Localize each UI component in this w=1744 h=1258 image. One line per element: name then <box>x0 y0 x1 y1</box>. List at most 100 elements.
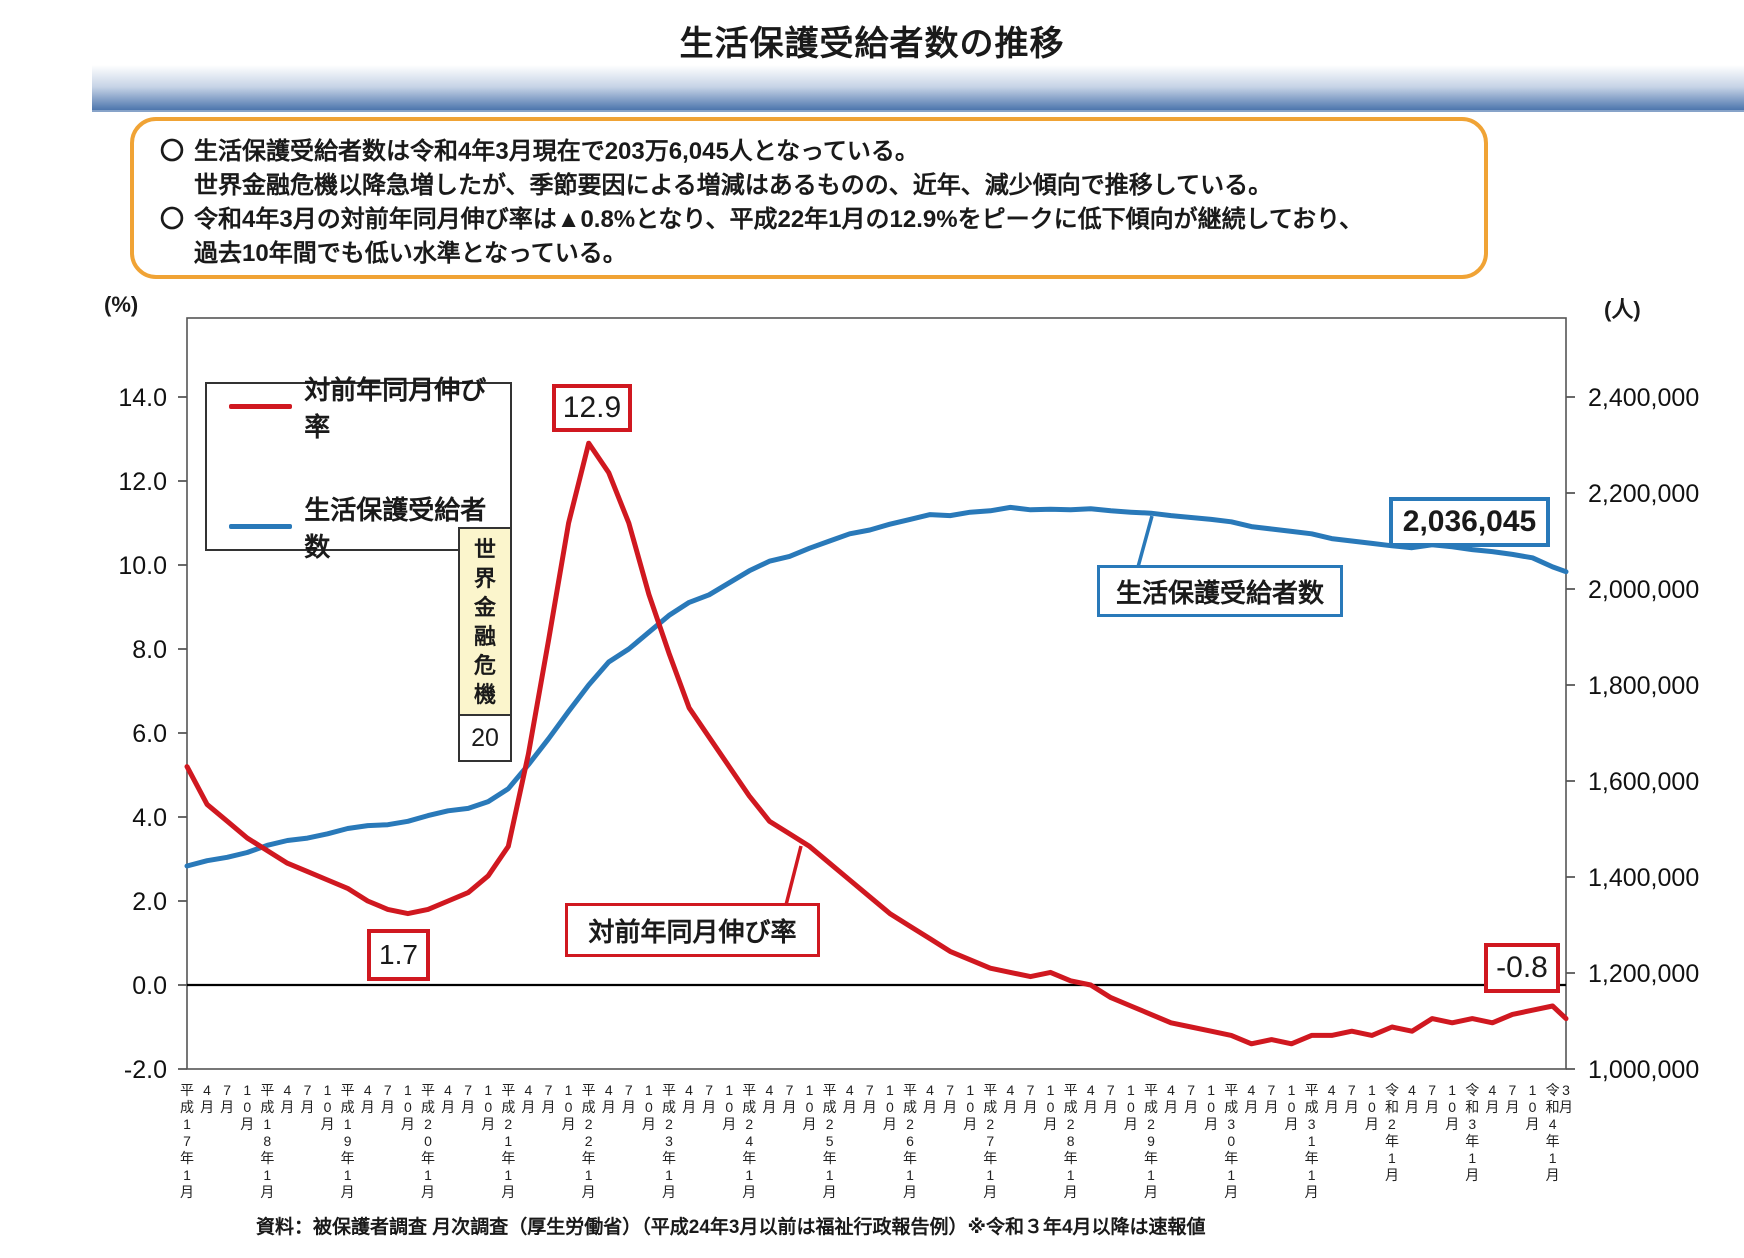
left-axis-tick-label: 6.0 <box>132 720 167 748</box>
summary-line: 令和4年3月の対前年同月伸び率は▲0.8%となり、平成22年1月の12.9%をピ… <box>194 206 1364 234</box>
right-axis-tick-label: 1,600,000 <box>1588 768 1699 796</box>
legend-item-rate: 対前年同月伸び率 <box>229 370 510 444</box>
legend-label: 対前年同月伸び率 <box>304 374 487 442</box>
recipients-line-swatch-icon <box>229 524 293 529</box>
summary-line: 過去10年間でも低い水準となっている。 <box>194 240 627 268</box>
left-axis-tick-label: 2.0 <box>132 888 167 916</box>
chart-legend: 対前年同月伸び率 生活保護受給者数 <box>205 375 512 562</box>
page-title: 生活保護受給者数の推移 <box>679 25 1065 63</box>
recipients-callout-line <box>1136 515 1154 568</box>
crisis-label-char: 機 <box>473 681 496 707</box>
recipients-series-callout: 生活保護受給者数 <box>1097 565 1343 617</box>
left-axis-tick-label: 8.0 <box>132 636 167 664</box>
summary-line: 生活保護受給者数は令和4年3月現在で203万6,045人となっている。 <box>194 138 919 165</box>
x-axis-label: 平成 2 0 年 1 月 <box>421 1082 435 1200</box>
x-axis-label: 平成 2 7 年 1 月 <box>983 1082 997 1200</box>
x-axis-label: 平成 1 8 年 1 月 <box>260 1082 274 1200</box>
x-axis-label: 平成 2 1 年 1 月 <box>501 1082 515 1200</box>
right-axis-tick-label: 1,800,000 <box>1588 672 1699 700</box>
summary-box: 〇 生活保護受給者数は令和4年3月現在で203万6,045人となっている。 世界… <box>130 117 1488 279</box>
x-axis-label: 平成 2 8 年 1 月 <box>1064 1082 1078 1200</box>
x-axis-label: 平成 1 7 年 1 月 <box>180 1082 194 1200</box>
x-axis-label: 平成 2 6 年 1 月 <box>903 1082 917 1200</box>
x-axis-label: 平成 2 9 年 1 月 <box>1144 1082 1158 1200</box>
right-axis-tick-label: 2,200,000 <box>1588 480 1699 508</box>
rate-series-callout: 対前年同月伸び率 <box>565 903 820 957</box>
crisis-label-char: 融 <box>473 623 496 649</box>
x-axis-label: 令和 4 年 1 月 <box>1546 1082 1560 1183</box>
chart-area: -2.0 0.0 2.0 4.0 6.0 8.0 10.0 12.0 14.0 1,000,000… <box>0 290 1744 1258</box>
crisis-label-char: 世 <box>473 536 496 562</box>
left-axis-tick-label: 4.0 <box>132 804 167 832</box>
summary-item: 〇 生活保護受給者数は令和4年3月現在で203万6,045人となっている。 世界… <box>160 135 1458 203</box>
rate-callout-line <box>784 845 803 906</box>
source-note: 資料：被保護者調査 月次調査（厚生労働省）（平成24年3月以前は福祉行政報告例）… <box>256 1217 1206 1238</box>
yoy-rate-line <box>184 440 1569 1047</box>
summary-line: 世界金融危機以降急増したが、季節要因による増減はあるものの、近年、減少傾向で推移… <box>194 172 1273 200</box>
x-axis-label: 令和 3 年 1 月 <box>1465 1082 1479 1183</box>
right-axis-tick-label: 1,200,000 <box>1588 960 1699 988</box>
summary-text: 令和4年3月の対前年同月伸び率は▲0.8%となり、平成22年1月の12.9%をピ… <box>194 203 1363 271</box>
line-chart-svg: -2.0 0.0 2.0 4.0 6.0 8.0 10.0 12.0 14.0 1,000,000… <box>118 317 1699 1200</box>
x-axis-label: 平成 1 9 年 1 月 <box>341 1082 355 1200</box>
crisis-label-char: 界 <box>473 565 496 591</box>
peak-value-callout: 12.9 <box>552 384 632 432</box>
legend-item-recipients: 生活保護受給者数 <box>229 490 510 564</box>
financial-crisis-annotation: 世界金融危機 20 <box>458 527 512 762</box>
left-axis-tick-label: 0.0 <box>132 972 167 1000</box>
right-axis-tick-label: 1,000,000 <box>1588 1056 1699 1084</box>
left-axis-tick-label: 14.0 <box>118 384 167 412</box>
right-axis-tick-label: 1,400,000 <box>1588 864 1699 892</box>
x-axis-label: 平成 2 5 年 1 月 <box>823 1082 837 1200</box>
summary-item: 〇 令和4年3月の対前年同月伸び率は▲0.8%となり、平成22年1月の12.9%… <box>160 203 1458 271</box>
right-axis-tick-label: 2,400,000 <box>1588 384 1699 412</box>
x-axis-label: 平成 3 1 年 1 月 <box>1305 1082 1319 1200</box>
bullet-circle-icon: 〇 <box>160 138 184 165</box>
latest-rate-callout: -0.8 <box>1484 943 1560 993</box>
header-gradient-bar <box>92 62 1744 112</box>
crisis-vertical-label: 世界金融危機 <box>460 529 510 716</box>
